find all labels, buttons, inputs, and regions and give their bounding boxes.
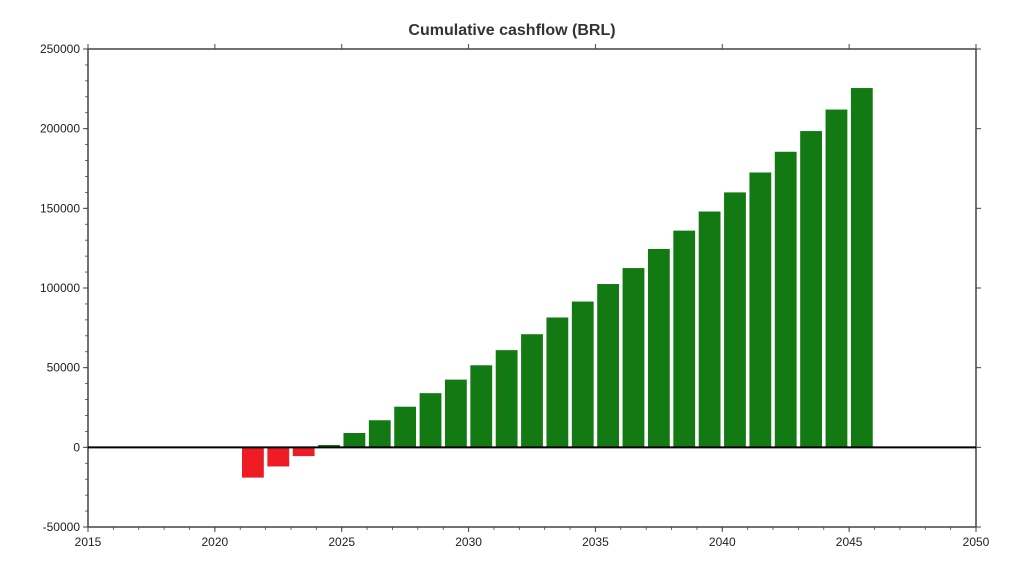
x-tick-label: 2025 bbox=[328, 535, 355, 549]
y-tick-label: 100000 bbox=[40, 281, 80, 295]
bar-2042 bbox=[774, 151, 797, 448]
bar-2031 bbox=[495, 350, 518, 448]
bar-2038 bbox=[673, 230, 696, 448]
bar-2043 bbox=[800, 131, 822, 448]
y-tick-label: -50000 bbox=[43, 520, 81, 534]
bar-2021 bbox=[242, 447, 264, 478]
bar-2023 bbox=[292, 447, 315, 457]
bar-2037 bbox=[647, 248, 670, 448]
bar-2044 bbox=[825, 109, 848, 448]
bar-2041 bbox=[749, 172, 772, 448]
x-tick-label: 2015 bbox=[75, 535, 102, 549]
bar-2036 bbox=[622, 268, 645, 448]
bar-2026 bbox=[368, 420, 391, 448]
bar-2045 bbox=[850, 88, 873, 448]
bar-2032 bbox=[521, 334, 543, 448]
y-tick-label: 250000 bbox=[40, 42, 80, 56]
y-tick-label: 0 bbox=[73, 440, 80, 454]
x-tick-label: 2020 bbox=[202, 535, 229, 549]
y-tick-label: 50000 bbox=[47, 361, 81, 375]
x-tick-label: 2030 bbox=[455, 535, 482, 549]
bar-2029 bbox=[444, 379, 467, 448]
x-tick-label: 2040 bbox=[709, 535, 736, 549]
bar-2027 bbox=[394, 406, 417, 448]
bar-2030 bbox=[470, 365, 493, 448]
bar-2028 bbox=[419, 393, 442, 448]
y-tick-label: 150000 bbox=[40, 201, 80, 215]
x-tick-label: 2035 bbox=[582, 535, 609, 549]
x-tick-label: 2050 bbox=[963, 535, 990, 549]
bar-2024 bbox=[318, 444, 340, 448]
bar-2039 bbox=[698, 211, 721, 448]
y-tick-label: 200000 bbox=[40, 122, 80, 136]
bar-2025 bbox=[343, 432, 366, 448]
chart-title: Cumulative cashflow (BRL) bbox=[408, 22, 615, 39]
bar-2035 bbox=[597, 284, 620, 448]
bar-2022 bbox=[267, 447, 290, 467]
plot-area: 250000 200000 150000 100000 50000 0 -500002015… bbox=[40, 42, 990, 549]
bar-2033 bbox=[546, 317, 569, 448]
bar-2040 bbox=[724, 192, 746, 448]
bar-2034 bbox=[571, 301, 594, 448]
x-tick-label: 2045 bbox=[836, 535, 863, 549]
